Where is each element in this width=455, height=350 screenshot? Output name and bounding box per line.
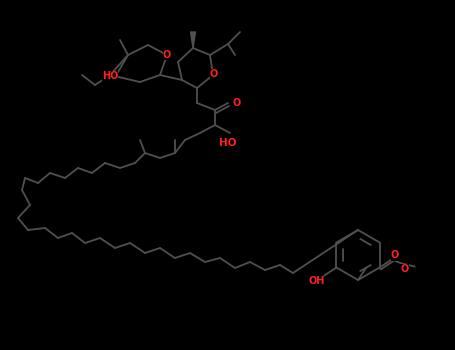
Text: O: O <box>163 50 171 60</box>
Text: O: O <box>390 251 399 260</box>
Text: OH: OH <box>308 276 324 287</box>
Text: O: O <box>400 264 409 273</box>
Text: HO: HO <box>219 138 237 148</box>
Text: O: O <box>233 98 241 108</box>
Text: O: O <box>210 69 218 79</box>
Text: HO: HO <box>102 71 118 81</box>
Polygon shape <box>191 32 196 48</box>
